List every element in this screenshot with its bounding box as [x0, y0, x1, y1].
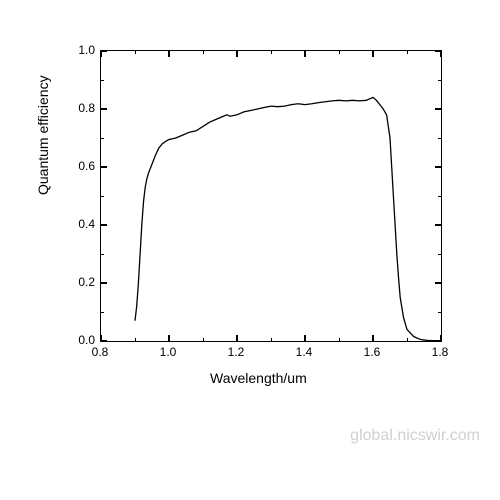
- y-tick-label: 1.0: [78, 43, 95, 57]
- x-tick-label: 1.8: [432, 345, 449, 359]
- x-axis-label: Wavelength/um: [210, 370, 307, 386]
- y-tick-label: 0.8: [78, 101, 95, 115]
- x-tick-label: 1.0: [160, 345, 177, 359]
- x-tick-label: 1.4: [296, 345, 313, 359]
- x-tick-label: 1.2: [228, 345, 245, 359]
- y-tick-label: 0.2: [78, 275, 95, 289]
- x-tick-label: 0.8: [92, 345, 109, 359]
- y-axis-label: Quantum efficiency: [35, 75, 51, 195]
- watermark-text: global.nicswir.com: [350, 427, 480, 445]
- line-curve: [101, 51, 441, 341]
- plot-area: [100, 50, 442, 342]
- y-tick-label: 0.4: [78, 217, 95, 231]
- y-tick-label: 0.6: [78, 159, 95, 173]
- chart-container: Quantum efficiency Wavelength/um 0.00.20…: [40, 30, 460, 400]
- x-tick-label: 1.6: [364, 345, 381, 359]
